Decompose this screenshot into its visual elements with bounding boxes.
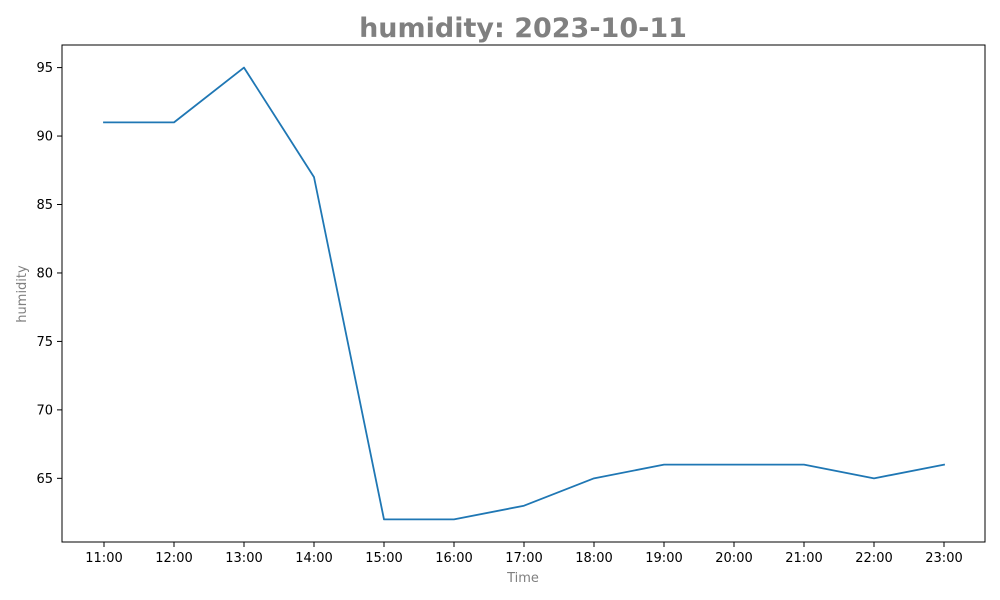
y-tick-label: 85 — [36, 198, 53, 213]
x-tick-label: 18:00 — [575, 551, 612, 566]
y-tick-label: 65 — [36, 472, 53, 487]
x-tick-label: 23:00 — [925, 551, 962, 566]
x-tick-label: 19:00 — [645, 551, 682, 566]
x-tick-label: 14:00 — [295, 551, 332, 566]
x-tick-label: 13:00 — [225, 551, 262, 566]
x-axis-ticks: 11:00 12:00 13:00 14:00 15:00 16:00 17:00 18:00… — [85, 542, 963, 566]
x-tick-label: 16:00 — [435, 551, 472, 566]
chart-title: humidity: 2023-10-11 — [359, 13, 687, 44]
plot-area-frame — [61, 44, 986, 543]
y-tick-label: 95 — [36, 61, 53, 76]
x-tick-label: 17:00 — [505, 551, 542, 566]
y-tick-label: 70 — [36, 403, 53, 418]
x-tick-label: 11:00 — [85, 551, 122, 566]
humidity-series-line — [103, 66, 946, 521]
y-tick-label: 80 — [36, 266, 53, 281]
x-tick-label: 20:00 — [715, 551, 752, 566]
x-tick-label: 12:00 — [155, 551, 192, 566]
x-tick-label: 15:00 — [365, 551, 402, 566]
x-tick-label: 22:00 — [855, 551, 892, 566]
y-axis-label: humidity — [15, 265, 30, 323]
y-tick-label: 75 — [36, 335, 53, 350]
x-tick-label: 21:00 — [785, 551, 822, 566]
y-tick-label: 90 — [36, 130, 53, 145]
y-axis-ticks: 65 70 75 80 85 90 95 — [36, 61, 62, 487]
x-axis-label: Time — [506, 571, 539, 586]
series-layer — [103, 66, 946, 521]
